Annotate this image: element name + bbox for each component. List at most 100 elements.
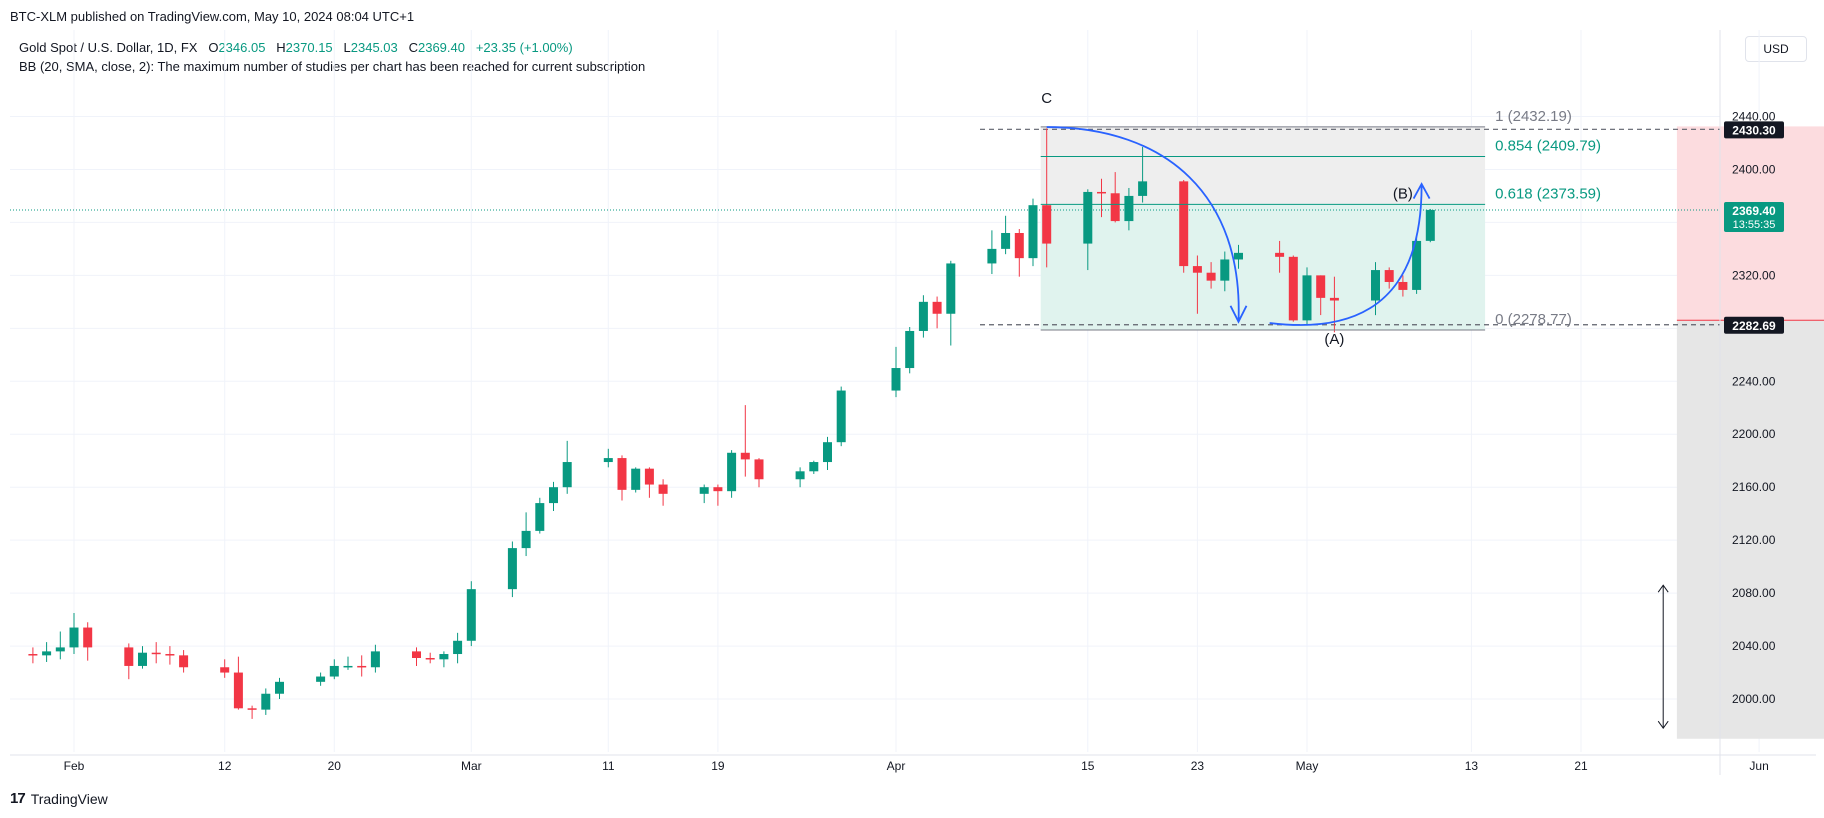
x-tick-label: Apr (887, 759, 906, 773)
candle (55, 631, 65, 660)
y-tick-label: 2000.00 (1732, 692, 1776, 706)
candle (233, 656, 243, 710)
candle-body (83, 627, 93, 648)
candle-body (138, 652, 147, 666)
candle-body (1425, 209, 1435, 241)
candle (425, 652, 435, 664)
y-tick-label: 2320.00 (1732, 268, 1776, 282)
fib-level-label: 0.854 (2409.79) (1495, 137, 1601, 154)
candle (247, 705, 257, 719)
candle-body (891, 368, 901, 391)
candle-body (699, 487, 709, 494)
wave-curve-down[interactable] (1046, 126, 1240, 322)
open-value: 2346.05 (218, 40, 266, 55)
candle (754, 458, 764, 488)
candle (1329, 276, 1339, 333)
candle (343, 656, 353, 670)
candle-body (1083, 191, 1093, 244)
candle (1288, 255, 1298, 322)
currency-button[interactable]: USD (1745, 36, 1807, 62)
y-tick-label: 2200.00 (1732, 427, 1776, 441)
drawing-objects[interactable]: 1 (2432.19) 0.854 (2409.79) 0.618 (2373.59… (1040, 90, 1824, 730)
tradingview-logo[interactable]: 17 TradingView (10, 790, 108, 807)
price-badge-countdown: 13:55:35 (1733, 219, 1776, 231)
axes-layer: 2000.00 2040.00 2080.00 2120.00 2160.00 2200.… (10, 30, 1816, 775)
candle (138, 646, 147, 669)
short-target-zone (1676, 320, 1824, 739)
candle (1316, 275, 1326, 316)
candle (1412, 235, 1422, 294)
candle (1124, 187, 1134, 231)
candle-body (28, 654, 38, 656)
candle-body (1042, 205, 1052, 244)
fib-zone-0854-0618 (1040, 156, 1486, 205)
y-tick-label: 2440.00 (1732, 109, 1776, 123)
candle-body (1179, 181, 1189, 267)
candle-body (987, 248, 997, 264)
x-tick-label: May (1296, 759, 1319, 773)
fib-zone-0618-0 (1040, 204, 1486, 330)
candle (713, 484, 723, 506)
wave-arrowhead-up (1412, 182, 1431, 200)
candle (1398, 275, 1408, 297)
candle (42, 642, 52, 662)
high-value: 2370.15 (285, 40, 333, 55)
candle (562, 440, 572, 494)
candle (1014, 229, 1024, 277)
candle (329, 659, 339, 680)
price-badge-value: 2369.40 (1732, 204, 1776, 218)
candle (316, 672, 326, 686)
candle (220, 659, 230, 678)
publisher-line: BTC-XLM published on TradingView.com, Ma… (10, 9, 415, 24)
candle (918, 295, 928, 338)
candle-body (795, 471, 805, 480)
candle-body (932, 301, 942, 314)
y-tick-label: 2080.00 (1732, 586, 1776, 600)
candle-body (1288, 256, 1298, 321)
candle-body (1412, 240, 1422, 290)
candle-body (1329, 297, 1339, 301)
candle (905, 326, 915, 374)
x-tick-label: 20 (328, 759, 342, 773)
wave-label: (A) (1324, 331, 1344, 348)
candle-body (946, 263, 956, 314)
candle (1042, 128, 1052, 268)
candle-body (316, 676, 326, 682)
candle (1192, 255, 1202, 314)
wave-arrowhead-down (1229, 305, 1248, 324)
candle-body (562, 462, 572, 488)
candle (1083, 189, 1093, 271)
price-badge-bg (1724, 316, 1784, 334)
candle-body (261, 693, 271, 710)
candle-body (754, 459, 764, 480)
candle-body (603, 458, 613, 463)
close-value: 2369.40 (417, 40, 465, 55)
wave-curve-up[interactable] (1269, 185, 1423, 326)
study-legend: BB (20, SMA, close, 2): The maximum numb… (19, 59, 646, 74)
price-badge-value: 2430.30 (1732, 123, 1776, 137)
wave-label: (B) (1393, 186, 1413, 203)
candle-body (1028, 205, 1038, 259)
candle-body (1234, 252, 1243, 260)
candle (412, 647, 421, 666)
candle-body (151, 652, 161, 655)
candle (1275, 240, 1285, 273)
candle (699, 484, 709, 504)
measure-arrow-head-bottom (1657, 720, 1669, 730)
x-tick-label: Mar (461, 759, 482, 773)
candle-body (918, 301, 928, 331)
fib-zone-1-0854 (1040, 126, 1486, 157)
close-label: C (408, 40, 418, 55)
candle (1206, 262, 1216, 289)
x-tick-label: 11 (602, 759, 615, 773)
x-tick-label: 19 (711, 759, 725, 773)
candle (1302, 267, 1312, 326)
candle-body (535, 503, 545, 531)
y-tick-label: 2240.00 (1732, 374, 1776, 388)
candle (740, 405, 750, 477)
candle-body (617, 458, 627, 490)
candle (466, 581, 476, 647)
candle-body (1014, 232, 1024, 259)
candle-body (42, 651, 52, 656)
